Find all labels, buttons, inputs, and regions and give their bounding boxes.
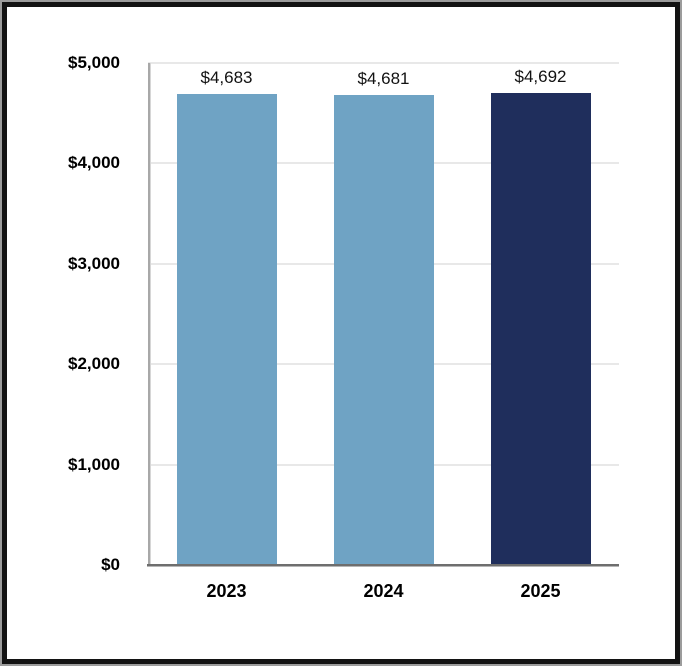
y-axis-tick-label: $5,000: [68, 52, 120, 72]
x-axis-category-label: 2024: [363, 581, 404, 601]
bar: [490, 93, 591, 564]
y-axis-tick-label: $0: [101, 555, 120, 574]
x-axis-category-label: 2023: [206, 581, 247, 601]
y-axis-tick-label: $4,000: [68, 153, 120, 172]
x-axis-category-label: 2025: [520, 581, 561, 601]
bar-value-label: $4,681: [357, 68, 410, 88]
y-axis-line: [147, 62, 150, 565]
bar-value-label: $4,692: [514, 67, 567, 87]
bar: [333, 94, 434, 564]
y-axis-tick-label: $1,000: [68, 454, 120, 474]
y-axis-tick-label: $2,000: [68, 354, 120, 373]
bar-value-label: $4,683: [200, 68, 253, 88]
bar: [176, 94, 277, 564]
y-axis-tick-label: $3,000: [68, 253, 120, 273]
x-axis-line: [147, 564, 619, 566]
gridline: [148, 61, 619, 64]
